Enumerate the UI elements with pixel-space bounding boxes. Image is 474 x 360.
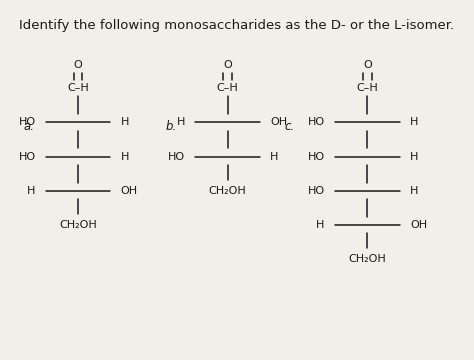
Text: O: O xyxy=(74,60,82,70)
Text: H: H xyxy=(410,117,419,127)
Text: C–H: C–H xyxy=(67,83,89,93)
Text: b.: b. xyxy=(166,120,177,132)
Text: H: H xyxy=(27,186,36,196)
Text: HO: HO xyxy=(308,117,325,127)
Text: CH₂OH: CH₂OH xyxy=(59,220,97,230)
Text: O: O xyxy=(223,60,232,70)
Text: HO: HO xyxy=(308,186,325,196)
Text: Identify the following monosaccharides as the D- or the L-isomer.: Identify the following monosaccharides a… xyxy=(19,19,455,32)
Text: C–H: C–H xyxy=(356,83,378,93)
Text: OH: OH xyxy=(410,220,427,230)
Text: HO: HO xyxy=(308,152,325,162)
Text: c.: c. xyxy=(284,120,295,132)
Text: H: H xyxy=(121,152,129,162)
Text: H: H xyxy=(270,152,279,162)
Text: H: H xyxy=(316,220,325,230)
Text: HO: HO xyxy=(18,152,36,162)
Text: H: H xyxy=(410,152,419,162)
Text: H: H xyxy=(176,117,185,127)
Text: CH₂OH: CH₂OH xyxy=(348,254,386,264)
Text: O: O xyxy=(363,60,372,70)
Text: HO: HO xyxy=(18,117,36,127)
Text: HO: HO xyxy=(168,152,185,162)
Text: C–H: C–H xyxy=(217,83,238,93)
Text: a.: a. xyxy=(24,120,35,132)
Text: OH: OH xyxy=(270,117,287,127)
Text: H: H xyxy=(121,117,129,127)
Text: OH: OH xyxy=(121,186,138,196)
Text: CH₂OH: CH₂OH xyxy=(209,186,246,196)
Text: H: H xyxy=(410,186,419,196)
